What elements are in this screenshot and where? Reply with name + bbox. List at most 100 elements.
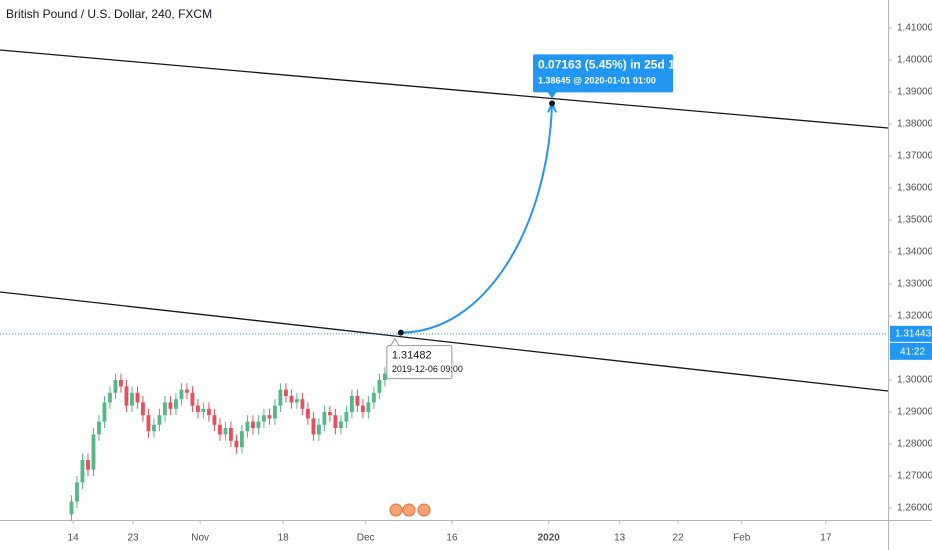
- candle-body: [163, 402, 167, 416]
- candle-body: [135, 392, 140, 403]
- candle-body: [80, 460, 85, 483]
- candle-body: [146, 415, 151, 432]
- candle-body: [196, 405, 200, 412]
- projection-curve: [400, 103, 554, 334]
- x-tick-label: 14: [68, 533, 80, 544]
- candle-body: [185, 389, 189, 393]
- start-date: 2019-12-06 09:00: [392, 364, 463, 374]
- candle-body: [278, 389, 283, 406]
- x-tick-label: 23: [128, 533, 140, 544]
- candle-body: [256, 421, 261, 428]
- x-tick-label: 16: [446, 533, 458, 544]
- projection-headline: 0.07163 (5.45%) in 25d 16h: [538, 58, 689, 72]
- y-tick-label: 1.33000: [897, 279, 932, 290]
- candle-body: [327, 412, 332, 416]
- candle-body: [102, 402, 107, 422]
- candle-body: [91, 434, 96, 470]
- candle-body: [316, 424, 321, 435]
- candle-body: [229, 428, 233, 441]
- y-tick-label: 1.41000: [897, 23, 932, 34]
- x-tick-label: 13: [614, 533, 626, 544]
- y-tick-label: 1.32000: [897, 311, 932, 322]
- projection-start: [397, 329, 404, 336]
- candle-body: [322, 412, 327, 425]
- event-icons: [389, 503, 431, 517]
- candle-body: [272, 405, 277, 419]
- countdown-box: [890, 342, 932, 360]
- x-tick-label: Nov: [191, 533, 209, 544]
- price-tag-label: 1.31443: [895, 328, 932, 339]
- y-tick-label: 1.39000: [897, 87, 932, 98]
- candle-body: [262, 415, 266, 422]
- candle-body: [360, 405, 365, 412]
- candle-body: [382, 373, 387, 380]
- y-tick-label: 1.38000: [897, 119, 932, 130]
- candle-body: [168, 402, 173, 409]
- price-tag: [890, 325, 932, 342]
- x-tick-label: 22: [672, 533, 684, 544]
- candle-body: [218, 424, 222, 435]
- candle-body: [338, 421, 343, 428]
- projection-detail: 1.38645 @ 2020-01-01 01:00: [538, 76, 656, 86]
- candle-body: [75, 482, 79, 502]
- x-tick-label: Dec: [357, 533, 375, 544]
- x-tick-label: Feb: [733, 533, 751, 544]
- candle-body: [289, 396, 294, 403]
- candle-body: [212, 415, 217, 425]
- candle-body: [333, 415, 338, 428]
- y-tick-label: 1.40000: [897, 55, 932, 66]
- candle-body: [371, 392, 376, 403]
- candle-body: [366, 402, 371, 412]
- y-tick-label: 1.27000: [897, 471, 932, 482]
- y-tick-label: 1.29000: [897, 407, 932, 418]
- candle-body: [311, 418, 316, 435]
- candle-body: [283, 389, 288, 396]
- candle-body: [119, 380, 123, 387]
- candle-body: [207, 408, 211, 416]
- candle-body: [86, 460, 90, 470]
- candle-body: [240, 431, 244, 448]
- candle-body: [190, 392, 195, 406]
- start-label-box: [386, 345, 453, 380]
- candle-body: [179, 389, 184, 400]
- candle-body: [251, 421, 255, 428]
- start-label-pointer: [390, 337, 400, 346]
- candle-body: [305, 408, 310, 419]
- start-price: 1.31482: [392, 349, 432, 361]
- candle-body: [377, 380, 382, 393]
- candle-body: [300, 399, 305, 409]
- candle-body: [349, 396, 354, 412]
- candle-body: [69, 501, 74, 515]
- chart-title: British Pound / U.S. Dollar, 240, FXCM: [6, 7, 212, 21]
- y-tick-label: 1.37000: [897, 151, 932, 162]
- candle-body: [267, 415, 272, 419]
- candle-body: [201, 408, 206, 412]
- trend-line: [0, 291, 889, 392]
- y-tick-label: 1.35000: [897, 215, 932, 226]
- y-tick-label: 1.34000: [897, 247, 932, 258]
- y-tick-label: 1.30000: [897, 375, 932, 386]
- candle-body: [344, 412, 349, 422]
- trend-line: [0, 49, 889, 129]
- candle-body: [294, 399, 299, 403]
- projection-label-box: [533, 54, 674, 93]
- x-tick-label: 2020: [538, 533, 561, 544]
- candle-body: [157, 415, 162, 425]
- candle-body: [124, 386, 129, 406]
- y-tick-label: 1.28000: [897, 439, 932, 450]
- candle-body: [108, 392, 112, 403]
- candle-body: [223, 428, 228, 435]
- candle-body: [141, 402, 145, 416]
- candle-body: [152, 424, 156, 432]
- y-tick-label: 1.36000: [897, 183, 932, 194]
- candle-body: [174, 399, 178, 409]
- x-tick-label: 18: [278, 533, 290, 544]
- x-tick-label: 17: [820, 533, 832, 544]
- candle-body: [245, 421, 250, 432]
- candle-body: [234, 440, 239, 448]
- projection-label-pointer: [547, 91, 558, 99]
- candle-body: [113, 380, 118, 393]
- projection-end: [549, 100, 556, 107]
